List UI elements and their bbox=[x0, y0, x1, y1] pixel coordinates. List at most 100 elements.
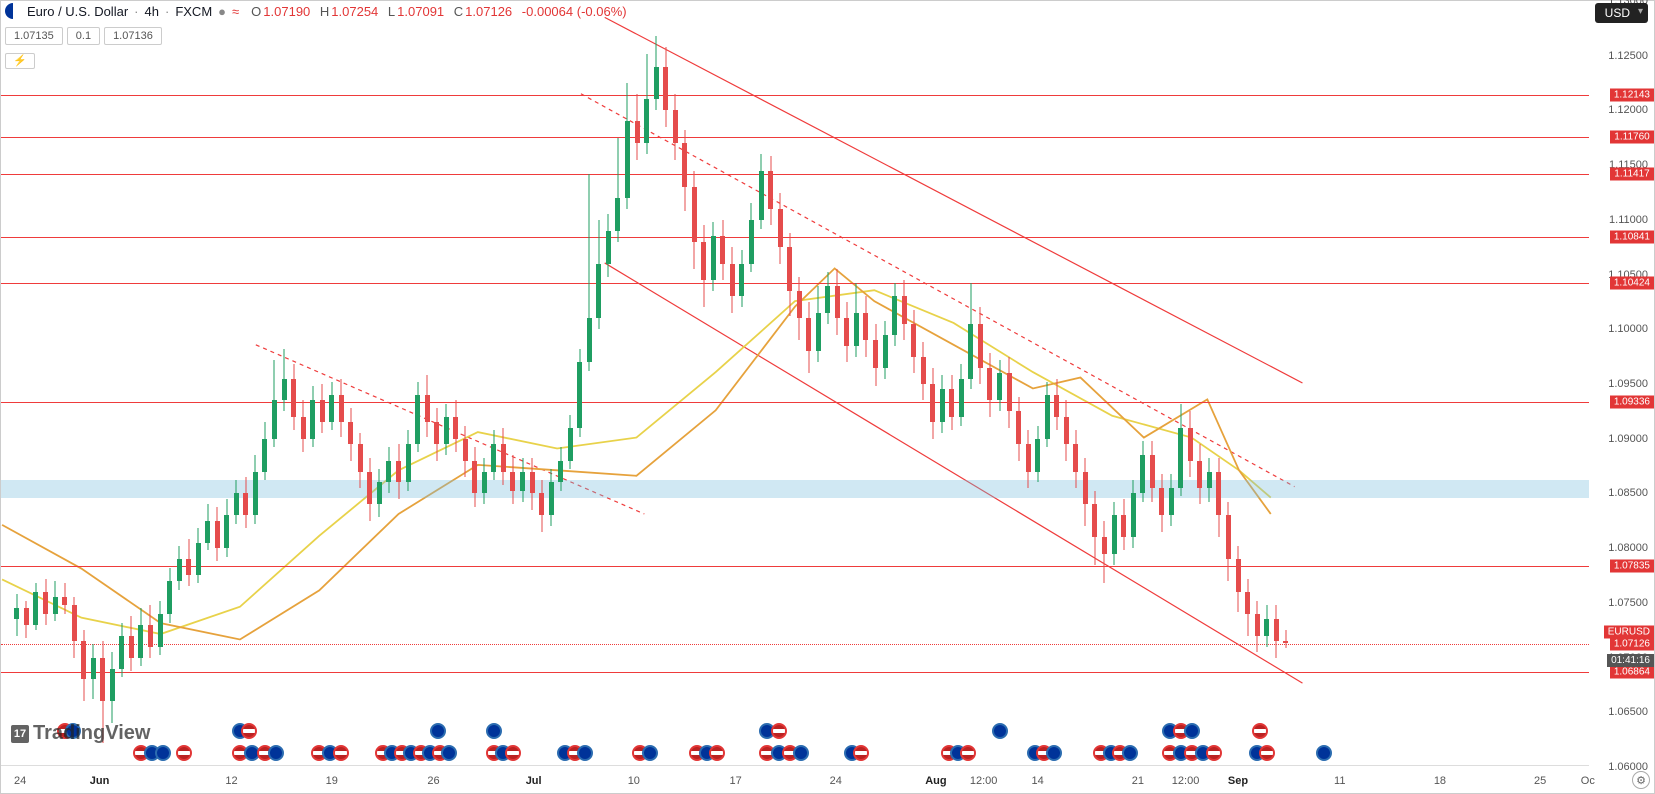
us-event-icon[interactable] bbox=[176, 745, 192, 761]
candlestick[interactable] bbox=[930, 1, 935, 767]
candlestick[interactable] bbox=[434, 1, 439, 767]
us-event-icon[interactable] bbox=[960, 745, 976, 761]
candlestick[interactable] bbox=[43, 1, 48, 767]
currency-selector[interactable]: USD bbox=[1595, 3, 1648, 23]
candlestick[interactable] bbox=[72, 1, 77, 767]
candlestick[interactable] bbox=[177, 1, 182, 767]
candlestick[interactable] bbox=[1102, 1, 1107, 767]
candlestick[interactable] bbox=[243, 1, 248, 767]
horizontal-level[interactable] bbox=[1, 672, 1589, 673]
candlestick[interactable] bbox=[186, 1, 191, 767]
symbol-title[interactable]: Euro / U.S. Dollar bbox=[27, 4, 128, 19]
candlestick[interactable] bbox=[644, 1, 649, 767]
candlestick[interactable] bbox=[196, 1, 201, 767]
horizontal-level[interactable] bbox=[1, 174, 1589, 175]
candlestick[interactable] bbox=[635, 1, 640, 767]
us-event-icon[interactable] bbox=[1259, 745, 1275, 761]
candlestick[interactable] bbox=[663, 1, 668, 767]
candlestick[interactable] bbox=[902, 1, 907, 767]
candlestick[interactable] bbox=[482, 1, 487, 767]
candlestick[interactable] bbox=[81, 1, 86, 767]
eu-event-icon[interactable] bbox=[1316, 745, 1332, 761]
support-zone[interactable] bbox=[1, 480, 1589, 498]
candlestick[interactable] bbox=[215, 1, 220, 767]
candlestick[interactable] bbox=[1264, 1, 1269, 767]
candlestick[interactable] bbox=[797, 1, 802, 767]
candlestick[interactable] bbox=[1112, 1, 1117, 767]
eu-event-icon[interactable] bbox=[441, 745, 457, 761]
candlestick[interactable] bbox=[558, 1, 563, 767]
time-axis[interactable]: 24Jun121926Jul101724Aug12:00142112:00Sep… bbox=[1, 765, 1589, 793]
candlestick[interactable] bbox=[1197, 1, 1202, 767]
candlestick[interactable] bbox=[205, 1, 210, 767]
us-event-icon[interactable] bbox=[333, 745, 349, 761]
candlestick[interactable] bbox=[692, 1, 697, 767]
candlestick[interactable] bbox=[1016, 1, 1021, 767]
candlestick[interactable] bbox=[282, 1, 287, 767]
candlestick[interactable] bbox=[596, 1, 601, 767]
candlestick[interactable] bbox=[396, 1, 401, 767]
candlestick[interactable] bbox=[1216, 1, 1221, 767]
candlestick[interactable] bbox=[291, 1, 296, 767]
candlestick[interactable] bbox=[816, 1, 821, 767]
candlestick[interactable] bbox=[444, 1, 449, 767]
candlestick[interactable] bbox=[1092, 1, 1097, 767]
settings-icon[interactable]: ⚙ bbox=[1632, 771, 1650, 789]
candlestick[interactable] bbox=[329, 1, 334, 767]
candlestick[interactable] bbox=[1274, 1, 1279, 767]
eu-event-icon[interactable] bbox=[155, 745, 171, 761]
candlestick[interactable] bbox=[911, 1, 916, 767]
candlestick[interactable] bbox=[1178, 1, 1183, 767]
candlestick[interactable] bbox=[1236, 1, 1241, 767]
eu-event-icon[interactable] bbox=[1046, 745, 1062, 761]
candlestick[interactable] bbox=[491, 1, 496, 767]
candlestick[interactable] bbox=[844, 1, 849, 767]
candlestick[interactable] bbox=[806, 1, 811, 767]
candlestick[interactable] bbox=[978, 1, 983, 767]
candlestick[interactable] bbox=[358, 1, 363, 767]
candlestick[interactable] bbox=[463, 1, 468, 767]
eu-event-icon[interactable] bbox=[642, 745, 658, 761]
candlestick[interactable] bbox=[873, 1, 878, 767]
eu-event-icon[interactable] bbox=[430, 723, 446, 739]
candlestick[interactable] bbox=[148, 1, 153, 767]
candlestick[interactable] bbox=[453, 1, 458, 767]
horizontal-level[interactable] bbox=[1, 137, 1589, 138]
eu-event-icon[interactable] bbox=[992, 723, 1008, 739]
candlestick[interactable] bbox=[606, 1, 611, 767]
candlestick[interactable] bbox=[377, 1, 382, 767]
us-event-icon[interactable] bbox=[771, 723, 787, 739]
candlestick[interactable] bbox=[1064, 1, 1069, 767]
candlestick[interactable] bbox=[501, 1, 506, 767]
candlestick[interactable] bbox=[940, 1, 945, 767]
candlestick[interactable] bbox=[577, 1, 582, 767]
candlestick[interactable] bbox=[262, 1, 267, 767]
candlestick[interactable] bbox=[787, 1, 792, 767]
candlestick[interactable] bbox=[682, 1, 687, 767]
candlestick[interactable] bbox=[987, 1, 992, 767]
candlestick[interactable] bbox=[53, 1, 58, 767]
candlestick[interactable] bbox=[720, 1, 725, 767]
candlestick[interactable] bbox=[701, 1, 706, 767]
candlestick[interactable] bbox=[425, 1, 430, 767]
horizontal-level[interactable] bbox=[1, 237, 1589, 238]
indicator-toggle[interactable]: ⚡ bbox=[5, 51, 35, 69]
candlestick[interactable] bbox=[921, 1, 926, 767]
horizontal-level[interactable] bbox=[1, 402, 1589, 403]
candlestick[interactable] bbox=[825, 1, 830, 767]
candlestick[interactable] bbox=[883, 1, 888, 767]
candlestick[interactable] bbox=[1045, 1, 1050, 767]
candlestick[interactable] bbox=[1007, 1, 1012, 767]
candlestick[interactable] bbox=[62, 1, 67, 767]
candlestick[interactable] bbox=[1131, 1, 1136, 767]
interval[interactable]: 4h bbox=[145, 4, 159, 19]
candlestick[interactable] bbox=[1283, 1, 1288, 767]
candlestick[interactable] bbox=[1169, 1, 1174, 767]
candlestick[interactable] bbox=[1207, 1, 1212, 767]
candlestick[interactable] bbox=[1188, 1, 1193, 767]
candlestick[interactable] bbox=[1150, 1, 1155, 767]
candlestick[interactable] bbox=[129, 1, 134, 767]
candlestick[interactable] bbox=[301, 1, 306, 767]
candlestick[interactable] bbox=[854, 1, 859, 767]
eu-event-icon[interactable] bbox=[268, 745, 284, 761]
